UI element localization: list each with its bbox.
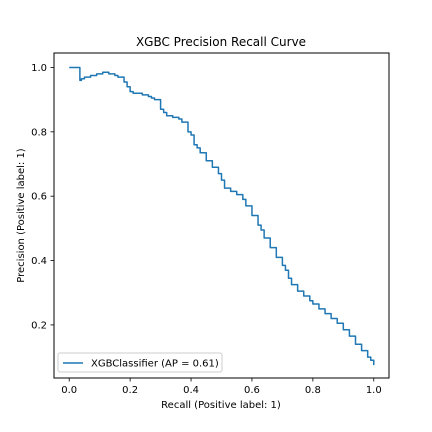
x-axis-ticks: 0.0 0.2 0.4 0.6 0.8 1.0	[61, 378, 382, 396]
y-tick-label: 0.4	[31, 256, 47, 267]
legend: XGBClassifier (AP = 0.61)	[57, 352, 223, 373]
axes-frame	[53, 52, 390, 379]
chart-title: XGBC Precision Recall Curve	[136, 35, 306, 49]
y-tick-label: 0.8	[31, 127, 47, 138]
y-tick-label: 1.0	[31, 63, 47, 74]
x-axis-label: Recall (Positive label: 1)	[161, 400, 281, 411]
y-tick-label: 0.6	[31, 192, 47, 203]
y-tick-label: 0.2	[31, 320, 47, 331]
plot-area: 0.0 0.2 0.4 0.6 0.8 1.0 0.2 0.4 0.6 0.8 1.0	[31, 52, 390, 396]
y-axis-ticks: 0.2 0.4 0.6 0.8 1.0	[31, 63, 54, 331]
x-tick-label: 0.8	[305, 385, 321, 396]
x-tick-label: 0.0	[61, 385, 77, 396]
pr-curve-line	[69, 66, 375, 366]
legend-label: XGBClassifier (AP = 0.61)	[91, 359, 219, 370]
x-tick-label: 0.4	[183, 385, 199, 396]
x-tick-label: 0.2	[122, 385, 138, 396]
x-tick-label: 1.0	[366, 385, 382, 396]
x-tick-label: 0.6	[244, 385, 260, 396]
legend-box	[57, 352, 223, 373]
series-layer	[69, 66, 375, 366]
y-axis-label: Precision (Positive label: 1)	[16, 148, 27, 283]
